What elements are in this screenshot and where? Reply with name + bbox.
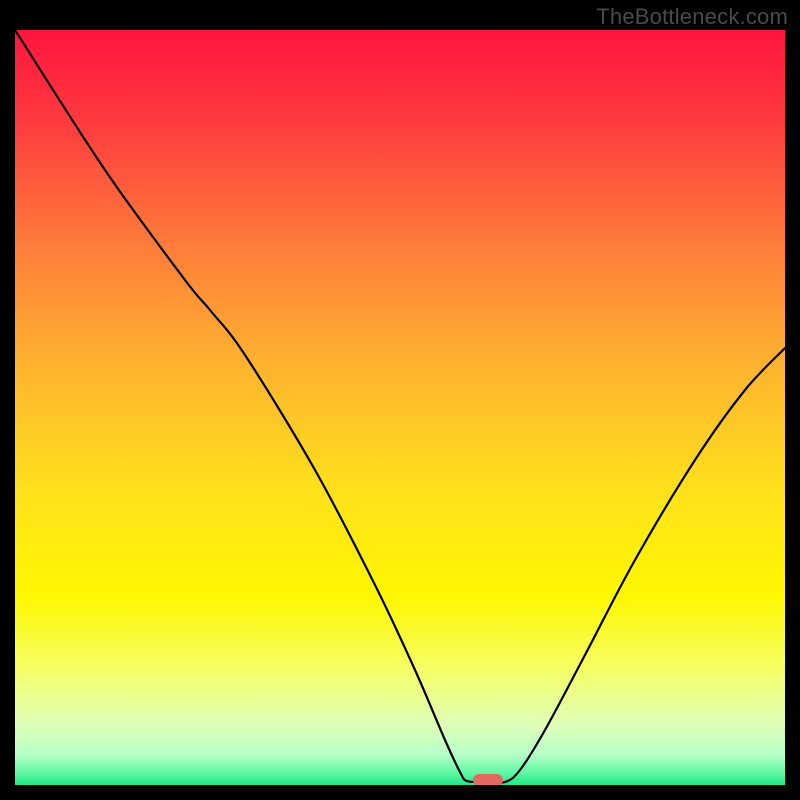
- bottleneck-chart: TheBottleneck.com: [0, 0, 800, 800]
- curve-layer: [15, 30, 785, 785]
- bottleneck-curve: [15, 30, 785, 783]
- plot-area: [15, 30, 785, 785]
- optimal-marker: [473, 774, 503, 785]
- watermark-text: TheBottleneck.com: [596, 4, 788, 30]
